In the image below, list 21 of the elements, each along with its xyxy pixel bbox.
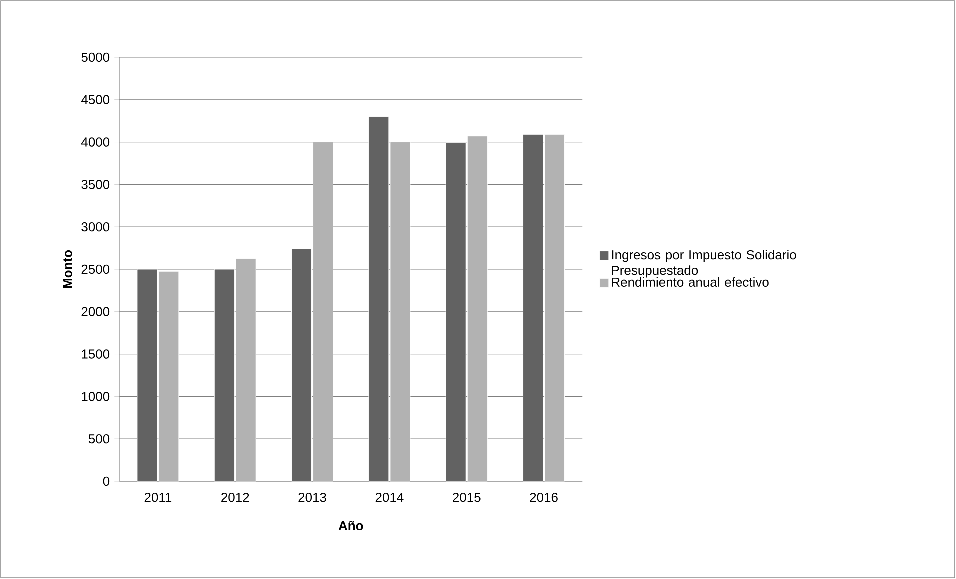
y-tick-label: 4000 xyxy=(81,138,110,147)
x-tick-label: 2012 xyxy=(222,492,250,502)
y-axis-title: Monto xyxy=(63,250,72,288)
y-tick-label: 4500 xyxy=(81,95,110,104)
y-tick-label: 3000 xyxy=(82,222,110,232)
x-tick-label: 2011 xyxy=(144,492,172,502)
x-axis-title: Año xyxy=(338,521,364,531)
y-tick-label: 1000 xyxy=(82,392,110,402)
y-tick-label: 1500 xyxy=(82,350,110,359)
y-tick-label: 2000 xyxy=(82,307,110,316)
x-tick-label: 2014 xyxy=(376,492,404,502)
y-tick-label: 500 xyxy=(88,434,110,444)
x-tick-label: 2013 xyxy=(298,492,326,502)
x-tick-label: 2016 xyxy=(530,492,558,502)
y-tick-label: 0 xyxy=(103,476,110,486)
x-tick-label: 2015 xyxy=(453,492,481,502)
y-tick-label: 5000 xyxy=(82,52,110,62)
y-tick-label: 3500 xyxy=(82,180,110,190)
legend-label: Ingresos por Impuesto Solidario Presupuestado xyxy=(612,250,796,278)
legend-label: Rendimiento anual efectivo xyxy=(612,277,769,288)
y-tick-label: 2500 xyxy=(82,264,110,274)
